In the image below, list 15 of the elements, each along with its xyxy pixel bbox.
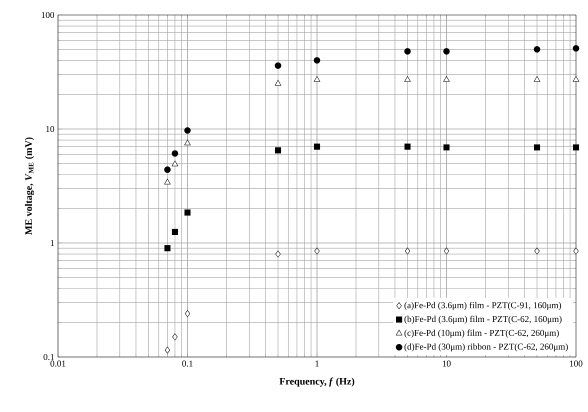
legend-label: (a)Fe-Pd (3.6μm) film - PZT(C-91, 160μm) <box>404 302 562 310</box>
legend-label: (c)Fe-Pd (10μm) film - PZT(C-62, 260μm) <box>404 330 559 338</box>
y-tick-label: 0.1 <box>44 354 54 360</box>
x-tick-label: 1 <box>316 360 319 366</box>
x-tick-label: 10 <box>442 360 451 367</box>
y-tick-label: 100 <box>42 12 54 18</box>
y-tick-label: 10 <box>46 126 54 132</box>
y-tick-label: 1 <box>50 240 54 246</box>
x-tick-label: 100 <box>570 360 582 367</box>
x-tick-label: 0.01 <box>50 360 66 367</box>
legend-label: (d)Fe-Pd (30μm) ribbon - PZT(C-62, 260μm) <box>404 343 568 352</box>
x-tick-label: 0.1 <box>182 360 193 367</box>
legend-label: (b)Fe-Pd (3.6μm) film - PZT(C-62, 160μm) <box>404 316 562 324</box>
text: ME voltage, V$_{ME}$ (mV) <box>24 137 34 235</box>
text: Frequency, f (Hz) <box>280 378 354 387</box>
